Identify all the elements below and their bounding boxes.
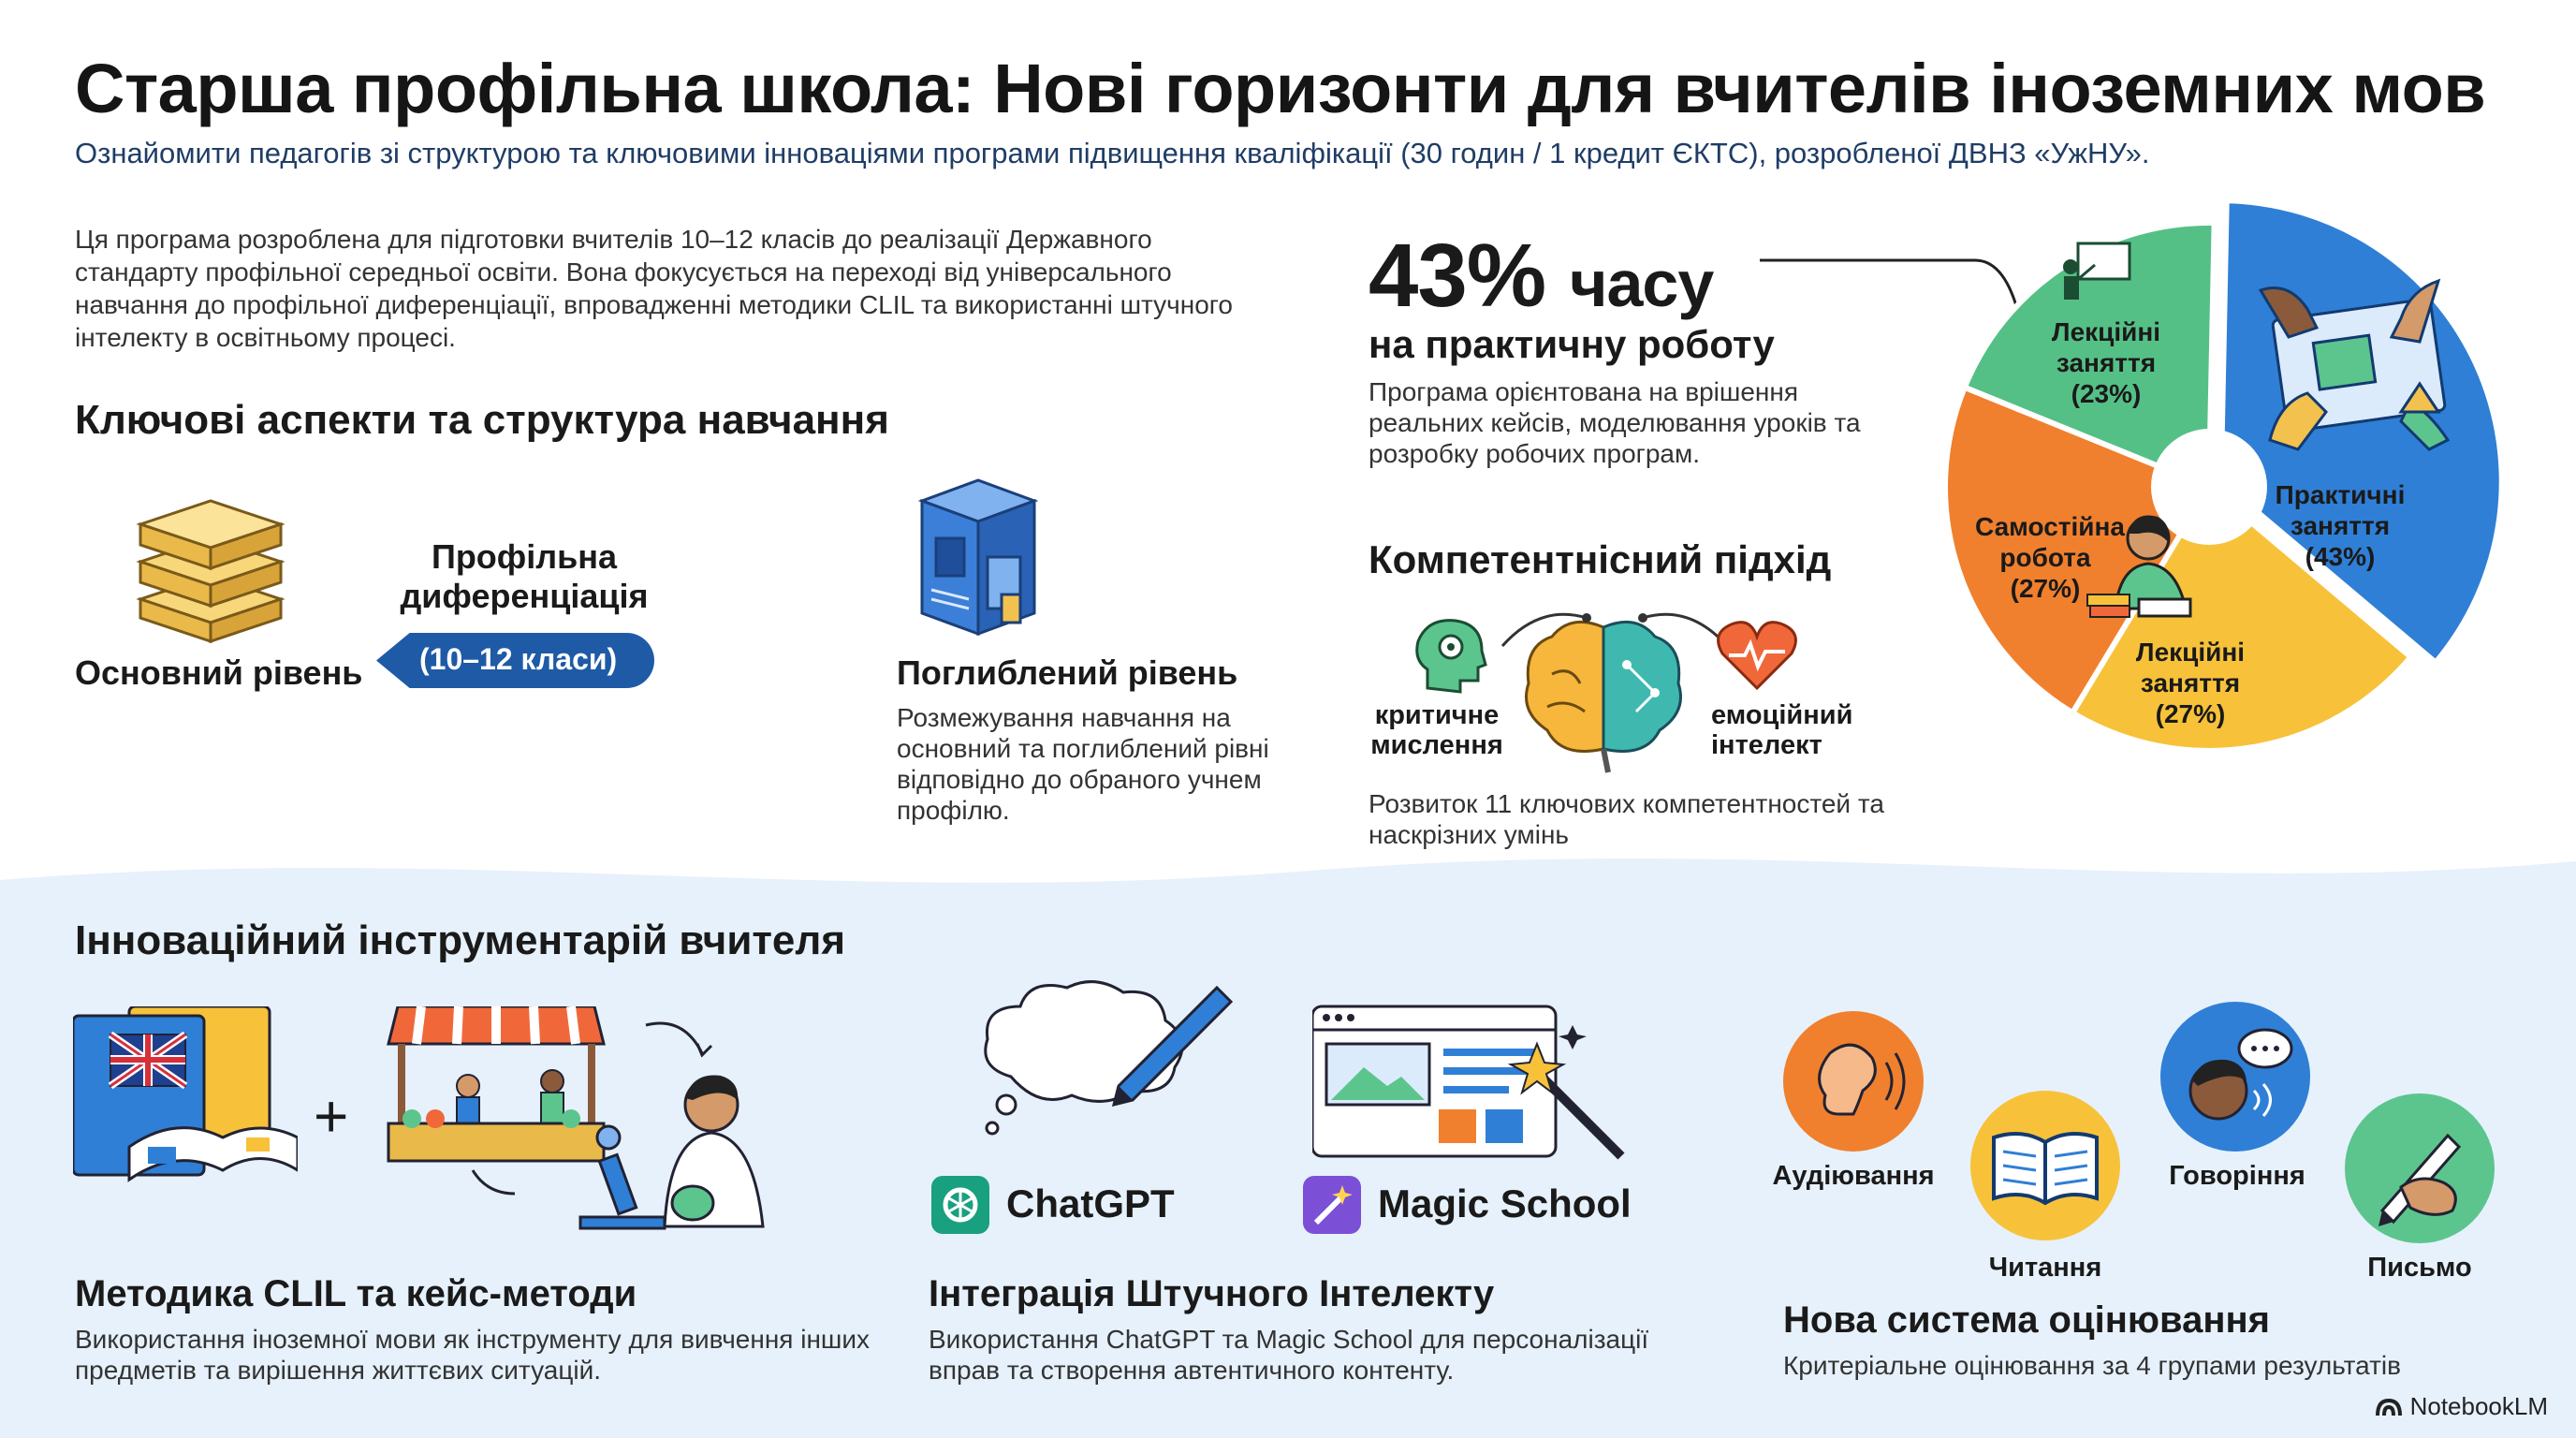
assessment-title: Нова система оцінювання [1783, 1299, 2270, 1341]
chatgpt-label: ChatGPT [1006, 1181, 1175, 1225]
lecture-board-icon [2063, 242, 2131, 300]
competence-heading: Компетентнісний підхід [1368, 537, 1832, 581]
layers-icon [136, 499, 285, 644]
pie-label-lectures-27-name: Лекційні заняття [2135, 638, 2246, 697]
practice-big-number: 43% [1368, 226, 1546, 326]
structure-heading: Ключові аспекти та структура навчання [75, 397, 889, 443]
pie-label-lectures-23-pct: (23%) [2071, 379, 2142, 408]
pie-label-practice-pct: (43%) [2305, 542, 2376, 571]
skill-speaking: Говоріння [2169, 1161, 2305, 1191]
advanced-level-text: Розмежування навчання на основний та пог… [897, 703, 1269, 825]
page-subtitle: Ознайомити педагогів зі структурою та кл… [75, 137, 2150, 169]
practice-subheading: на практичну роботу [1368, 322, 1775, 366]
market-lab-illustration [387, 1006, 765, 1230]
advanced-level-label: Поглиблений рівень [897, 653, 1238, 692]
ai-title: Інтеграція Штучного Інтелекту [929, 1273, 1495, 1314]
arcs-decoration [1500, 612, 1729, 647]
pie-label-practice: Практичні заняття (43%) [2261, 479, 2420, 572]
clil-title: Методика CLIL та кейс-методи [75, 1273, 637, 1314]
plus-sign: + [314, 1082, 349, 1150]
bottom-background [0, 858, 2576, 1438]
skill-listening: Аудіювання [1772, 1161, 1935, 1191]
pie-label-lectures-23-name: Лекційні заняття [2051, 317, 2161, 377]
ai-text: Використання ChatGPT та Magic School для… [929, 1325, 1649, 1385]
practice-text: Програма орієнтована на врішення реальни… [1368, 377, 1861, 468]
pie-center-hole [2151, 429, 2267, 545]
listening-icon [1783, 1011, 1924, 1152]
magic-school-label: Magic School [1378, 1181, 1632, 1225]
pie-label-lectures-27-pct: (27%) [2155, 699, 2226, 728]
pie-label-lectures-23: Лекційні заняття (23%) [2017, 316, 2195, 409]
differentiation-title: Профільна диференціація [400, 537, 649, 615]
writing-icon [2345, 1093, 2495, 1243]
speaking-icon [2160, 1002, 2310, 1152]
blocks-icon [917, 478, 1039, 637]
english-books-icon [73, 1006, 298, 1182]
callout-line [1760, 258, 2019, 310]
clil-text: Використання іноземної мови як інструмен… [75, 1325, 871, 1385]
basic-level-label: Основний рівень [75, 653, 363, 692]
pie-slice-1 [2069, 482, 2415, 754]
pie-label-lectures-27: Лекційні заняття (27%) [2097, 637, 2284, 729]
assessment-text: Критеріальне оцінювання за 4 групами рез… [1783, 1351, 2401, 1380]
pie-label-selfstudy-pct: (27%) [2010, 574, 2081, 603]
magic-school-logo-icon [1303, 1176, 1361, 1234]
pie-label-selfstudy-name: Самостійна робота [1975, 512, 2125, 572]
page-title: Старша профільна школа: Нові горизонти д… [75, 50, 2486, 127]
student-studying-icon [2086, 515, 2192, 618]
critical-thinking-label: критичне мислення [1370, 700, 1503, 760]
pie-label-practice-name: Практичні заняття [2275, 480, 2406, 540]
practice-big-unit: часу [1569, 247, 1714, 320]
skill-reading: Читання [1988, 1253, 2102, 1283]
emotional-intelligence-label: емоційний інтелект [1711, 700, 1853, 760]
heart-icon [1717, 621, 1797, 691]
head-gear-icon [1415, 619, 1487, 694]
notebooklm-logo-icon [2375, 1398, 2402, 1416]
thought-cloud-pen-icon [984, 980, 1234, 1136]
intro-text: Ця програма розроблена для підготовки вч… [75, 225, 1233, 352]
toolkit-heading: Інноваційний інструментарій вчителя [75, 917, 846, 963]
pie-label-selfstudy: Самостійна робота (27%) [1956, 511, 2134, 604]
notebooklm-brand: NotebookLM [2375, 1392, 2548, 1421]
chatgpt-logo-icon [931, 1176, 989, 1234]
brain-icon [1525, 620, 1682, 773]
practice-percentage: 43% часу [1368, 225, 1714, 328]
magic-browser-icon [1312, 1005, 1625, 1160]
pie-slice-2 [1942, 383, 2214, 717]
grades-pill: (10–12 класи) [376, 633, 655, 688]
skill-writing: Письмо [2367, 1253, 2472, 1283]
competence-text: Розвиток 11 ключових компетентностей та … [1368, 789, 1884, 849]
notebooklm-label: NotebookLM [2409, 1392, 2548, 1420]
hands-collaboration-icon [2258, 278, 2451, 451]
reading-icon [1970, 1091, 2120, 1240]
